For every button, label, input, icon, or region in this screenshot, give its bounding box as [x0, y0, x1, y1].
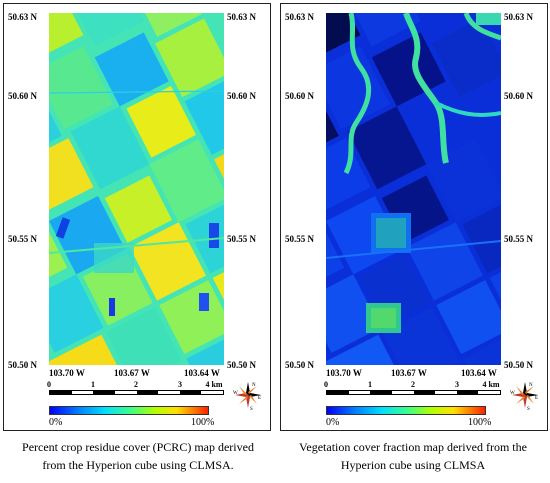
lat-label-top-right: 50.63 N: [504, 12, 533, 22]
scale-tick-4: 4 km: [482, 380, 500, 389]
lat-label-top-right: 50.63 N: [227, 12, 256, 22]
scale-bar-segments: [326, 390, 501, 395]
scale-tick-3: 3: [455, 380, 459, 389]
lat-label-2-right: 50.60 N: [504, 91, 533, 101]
scale-bar: 0 1 2 3 4 km: [47, 380, 224, 400]
lat-label-3: 50.55 N: [285, 234, 314, 244]
vegetation-map-svg: [326, 13, 501, 365]
lon-label-3: 103.64 W: [461, 368, 497, 378]
scale-tick-0: 0: [47, 380, 51, 389]
lat-label-bottom: 50.50 N: [8, 360, 37, 370]
lon-label-2: 103.67 W: [391, 368, 427, 378]
lat-label-bottom: 50.50 N: [285, 360, 314, 370]
color-max-label: 100%: [191, 417, 215, 428]
compass-w: W: [510, 391, 515, 396]
compass-w: W: [233, 391, 238, 396]
vegetation-map-panel: 50.63 N 50.63 N 50.60 N 50.60 N 50.55 N …: [280, 3, 548, 431]
pcrc-caption-line1: Percent crop residue cover (PCRC) map de…: [22, 440, 254, 454]
color-ramp-bar: [49, 406, 209, 415]
color-min-label: 0%: [49, 417, 63, 428]
lat-label-2: 50.60 N: [285, 91, 314, 101]
lat-label-top: 50.63 N: [8, 12, 37, 22]
scale-tick-2: 2: [411, 380, 415, 389]
compass-s: S: [250, 407, 253, 410]
lon-label-1: 103.70 W: [326, 368, 362, 378]
pcrc-caption: Percent crop residue cover (PCRC) map de…: [0, 438, 276, 474]
compass-rose-icon: N E W S: [233, 380, 263, 412]
color-ramp-bar: [326, 406, 486, 415]
lat-label-3: 50.55 N: [8, 234, 37, 244]
scale-bar-segments: [49, 390, 224, 395]
lon-label-3: 103.64 W: [184, 368, 220, 378]
compass-n: N: [529, 383, 533, 388]
compass-rose-icon: N E W S: [510, 380, 540, 412]
compass-s: S: [527, 407, 530, 410]
pcrc-map-svg: [49, 13, 224, 365]
lat-label-bottom-right: 50.50 N: [504, 360, 533, 370]
pcrc-map-panel: 50.63 N 50.63 N 50.60 N 50.60 N 50.55 N …: [3, 3, 271, 431]
vegetation-caption: Vegetation cover fraction map derived fr…: [276, 438, 550, 474]
color-max-label: 100%: [468, 417, 492, 428]
pcrc-caption-line2: from the Hyperion cube using CLMSA.: [42, 458, 234, 472]
scale-bar: 0 1 2 3 4 km: [324, 380, 501, 400]
compass-n: N: [252, 383, 256, 388]
lon-label-1: 103.70 W: [49, 368, 85, 378]
scale-tick-4: 4 km: [205, 380, 223, 389]
lat-label-2: 50.60 N: [8, 91, 37, 101]
lat-label-3-right: 50.55 N: [504, 234, 533, 244]
scale-tick-1: 1: [368, 380, 372, 389]
lon-label-2: 103.67 W: [114, 368, 150, 378]
pcrc-map-image: [49, 13, 224, 365]
scale-tick-2: 2: [134, 380, 138, 389]
vegetation-caption-line1: Vegetation cover fraction map derived fr…: [299, 440, 527, 454]
color-min-label: 0%: [326, 417, 340, 428]
compass-e: E: [535, 396, 538, 401]
lat-label-3-right: 50.55 N: [227, 234, 256, 244]
vegetation-caption-line2: Hyperion cube using CLMSA: [340, 458, 486, 472]
scale-tick-3: 3: [178, 380, 182, 389]
scale-tick-0: 0: [324, 380, 328, 389]
compass-e: E: [258, 396, 261, 401]
lat-label-bottom-right: 50.50 N: [227, 360, 256, 370]
lat-label-top: 50.63 N: [285, 12, 314, 22]
vegetation-map-image: [326, 13, 501, 365]
lat-label-2-right: 50.60 N: [227, 91, 256, 101]
scale-tick-1: 1: [91, 380, 95, 389]
